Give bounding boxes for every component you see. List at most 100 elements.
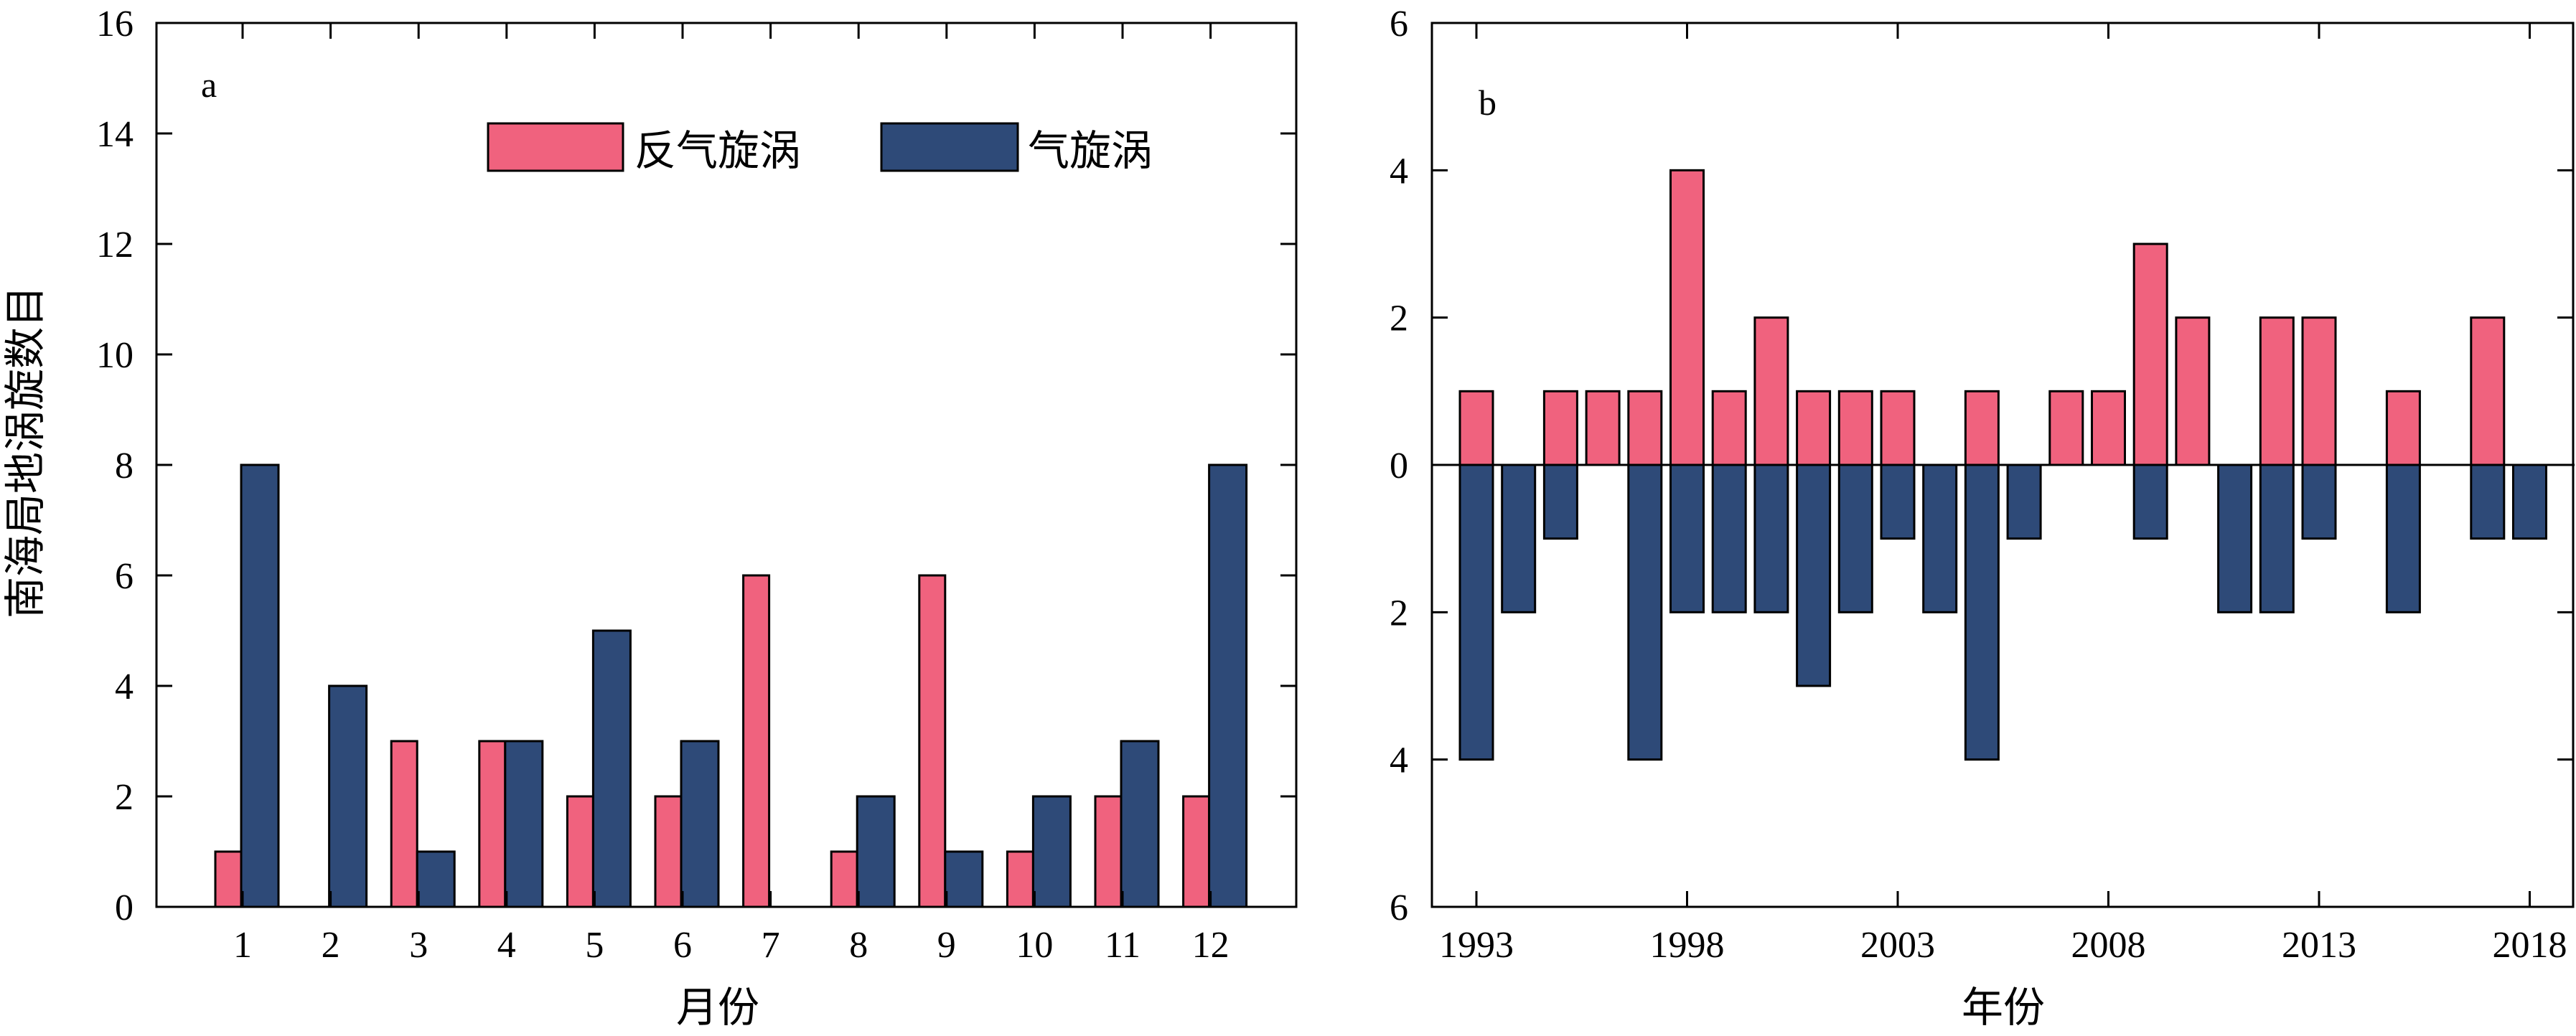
bar-cyclonic-month-5	[591, 629, 632, 908]
bar-cyclonic-2015	[2385, 463, 2421, 613]
bar-anticyclonic-2007	[2048, 390, 2084, 466]
panel-b-y-tick-label: 2	[1390, 593, 1408, 634]
bar-anticyclonic-2005	[1964, 390, 2000, 466]
chart-panel-a: a 反气旋涡 气旋涡 月份 南海局地涡旋数目 1 2 3 4 5 6 7 8 9 10 11 1202…	[2, 4, 1298, 1031]
panel-a-x-tick-label: 4	[497, 925, 516, 966]
bar-cyclonic-1994	[1501, 463, 1537, 613]
panel-a-x-tick-label: 5	[585, 925, 604, 966]
bar-cyclonic-2006	[2006, 463, 2042, 540]
bar-cyclonic-2009	[2132, 463, 2168, 540]
panel-a-y-tick-label: 12	[96, 225, 134, 265]
panel-b-axes	[1430, 22, 2575, 908]
panel-b-y-tick-label: 4	[1390, 740, 1408, 781]
panel-a-x-tick-label: 6	[673, 925, 692, 966]
bar-cyclonic-month-9	[944, 850, 984, 908]
bar-anticyclonic-month-1	[214, 850, 243, 908]
bar-anticyclonic-2015	[2385, 390, 2421, 466]
bar-cyclonic-2003	[1880, 463, 1916, 540]
bar-cyclonic-2000	[1753, 463, 1789, 613]
panel-a-x-axis-title: 月份	[676, 984, 759, 1031]
bar-anticyclonic-month-5	[566, 795, 594, 908]
bar-cyclonic-month-10	[1031, 795, 1072, 908]
legend-label-cyclonic: 气旋涡	[1028, 128, 1153, 174]
chart-panel-b: b 年份 6 4 2 0 2 4 6 1993 1998 2003 2008 2013 2018	[1390, 4, 2575, 1031]
bar-cyclonic-month-1	[240, 463, 280, 908]
bar-cyclonic-month-3	[416, 850, 456, 908]
bar-anticyclonic-2012	[2259, 316, 2295, 466]
panel-a-y-tick-label: 0	[115, 887, 134, 928]
panel-b-y-tick-label: 2	[1390, 298, 1408, 339]
bar-anticyclonic-1995	[1542, 390, 1578, 466]
bar-anticyclonic-2001	[1796, 390, 1832, 466]
panel-a-x-tick-label: 7	[762, 925, 780, 966]
legend: 反气旋涡 气旋涡	[487, 122, 1153, 174]
panel-a-y-tick-label: 16	[96, 4, 134, 44]
panel-a-letter: a	[201, 65, 217, 105]
bar-anticyclonic-1993	[1458, 390, 1494, 466]
panel-b-x-tick-label: 2018	[2493, 925, 2567, 966]
panel-a-x-tick-label: 11	[1105, 925, 1141, 966]
bar-cyclonic-1998	[1669, 463, 1705, 613]
bar-cyclonic-2012	[2259, 463, 2295, 613]
legend-swatch-anticyclonic	[487, 122, 624, 172]
bar-anticyclonic-2010	[2175, 316, 2211, 466]
bars-cyclonic	[1458, 463, 2547, 761]
bar-anticyclonic-1997	[1627, 390, 1663, 466]
legend-label-anticyclonic: 反气旋涡	[634, 128, 801, 174]
panel-a-y-tick-label: 10	[96, 335, 134, 376]
panel-a-y-tick-label: 2	[115, 777, 134, 818]
panel-a-x-tick-label: 10	[1016, 925, 1053, 966]
panel-b-letter: b	[1479, 83, 1497, 123]
bar-anticyclonic-2013	[2301, 316, 2337, 466]
legend-swatch-cyclonic	[880, 122, 1019, 172]
bars-cyclonic	[240, 463, 1248, 908]
bar-cyclonic-2017	[2470, 463, 2506, 540]
bar-anticyclonic-month-4	[478, 740, 507, 908]
panel-a-axes	[155, 22, 1298, 908]
bar-cyclonic-2018	[2512, 463, 2547, 540]
panel-a-x-tick-label: 2	[322, 925, 340, 966]
panel-b-x-tick-label: 1993	[1439, 925, 1514, 966]
bar-anticyclonic-month-11	[1094, 795, 1123, 908]
bar-cyclonic-month-6	[680, 740, 720, 908]
panel-a-y-axis-title: 南海局地涡旋数目	[2, 286, 49, 618]
panel-b-y-tick-label: 4	[1390, 151, 1408, 192]
bar-anticyclonic-1996	[1585, 390, 1621, 466]
bar-anticyclonic-month-10	[1006, 850, 1034, 908]
bar-cyclonic-2001	[1796, 463, 1832, 687]
panel-b-x-tick-label: 2003	[1860, 925, 1935, 966]
bar-cyclonic-month-2	[328, 684, 368, 908]
bar-anticyclonic-month-9	[918, 574, 947, 908]
panel-a-y-tick-label: 4	[115, 667, 134, 707]
panel-b-x-axis-title: 年份	[1962, 984, 2045, 1031]
bars-anticyclonic	[214, 574, 1211, 908]
bar-cyclonic-1997	[1627, 463, 1663, 761]
bar-cyclonic-1993	[1458, 463, 1494, 761]
bar-anticyclonic-2002	[1837, 390, 1873, 466]
bar-anticyclonic-month-12	[1182, 795, 1211, 908]
bar-cyclonic-2005	[1964, 463, 2000, 761]
panel-a-y-tick-label: 8	[115, 446, 134, 486]
panel-a-x-tick-label: 1	[233, 925, 252, 966]
panel-b-x-tick-label: 2013	[2282, 925, 2356, 966]
bar-anticyclonic-1999	[1711, 390, 1747, 466]
bar-anticyclonic-2003	[1880, 390, 1916, 466]
bar-cyclonic-2004	[1922, 463, 1958, 613]
panel-b-x-tick-label: 2008	[2071, 925, 2146, 966]
bar-cyclonic-month-8	[856, 795, 896, 908]
bar-anticyclonic-2008	[2091, 390, 2126, 466]
bar-cyclonic-2002	[1837, 463, 1873, 613]
bar-anticyclonic-month-8	[830, 850, 858, 908]
bar-anticyclonic-2000	[1753, 316, 1789, 466]
bar-cyclonic-month-4	[504, 740, 544, 908]
panel-b-x-tick-label: 1998	[1650, 925, 1725, 966]
bar-cyclonic-month-11	[1120, 740, 1160, 908]
bar-anticyclonic-1998	[1669, 169, 1705, 466]
panel-b-y-tick-label: 6	[1390, 4, 1408, 44]
panel-b-y-tick-label: 0	[1390, 446, 1408, 486]
bar-cyclonic-1999	[1711, 463, 1747, 613]
bar-anticyclonic-2009	[2132, 242, 2168, 466]
bar-anticyclonic-2017	[2470, 316, 2506, 466]
bar-cyclonic-2013	[2301, 463, 2337, 540]
